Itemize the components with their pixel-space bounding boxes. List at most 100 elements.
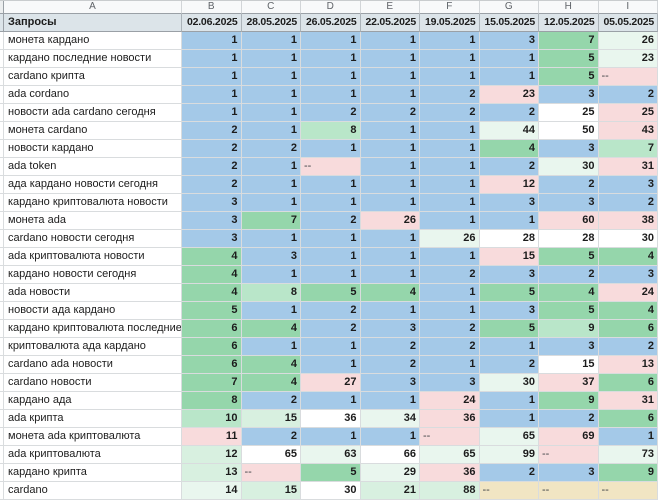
- value-cell[interactable]: 1: [360, 32, 420, 50]
- value-cell[interactable]: 88: [420, 482, 480, 500]
- value-cell[interactable]: 3: [598, 266, 658, 284]
- value-cell[interactable]: 1: [420, 140, 480, 158]
- value-cell[interactable]: 1: [301, 176, 361, 194]
- value-cell[interactable]: 2: [301, 320, 361, 338]
- value-cell[interactable]: 1: [420, 194, 480, 212]
- value-cell[interactable]: 2: [420, 104, 480, 122]
- value-cell[interactable]: 1: [479, 212, 539, 230]
- value-cell[interactable]: 1: [241, 302, 301, 320]
- value-cell[interactable]: 27: [301, 374, 361, 392]
- value-cell[interactable]: 63: [301, 446, 361, 464]
- query-cell[interactable]: ada криптовалюта новости: [4, 248, 182, 266]
- query-cell[interactable]: ada криптовалюта: [4, 446, 182, 464]
- value-cell[interactable]: 12: [479, 176, 539, 194]
- value-cell[interactable]: 1: [360, 248, 420, 266]
- value-cell[interactable]: 26: [420, 230, 480, 248]
- value-cell[interactable]: 2: [598, 86, 658, 104]
- value-cell[interactable]: 1: [360, 428, 420, 446]
- value-cell[interactable]: 73: [598, 446, 658, 464]
- value-cell[interactable]: 3: [539, 464, 599, 482]
- value-cell[interactable]: 9: [539, 320, 599, 338]
- query-cell[interactable]: кардано крипта: [4, 464, 182, 482]
- value-cell[interactable]: 1: [420, 284, 480, 302]
- value-cell[interactable]: 1: [241, 68, 301, 86]
- query-cell[interactable]: новости кардано: [4, 140, 182, 158]
- value-cell[interactable]: 1: [479, 50, 539, 68]
- query-cell[interactable]: ada крипта: [4, 410, 182, 428]
- query-cell[interactable]: монета cardano: [4, 122, 182, 140]
- value-cell[interactable]: 2: [479, 464, 539, 482]
- column-letter-A[interactable]: A: [4, 1, 182, 14]
- value-cell[interactable]: 6: [182, 338, 242, 356]
- value-cell[interactable]: 43: [598, 122, 658, 140]
- value-cell[interactable]: 2: [479, 158, 539, 176]
- value-cell[interactable]: 2: [420, 266, 480, 284]
- value-cell[interactable]: --: [598, 482, 658, 500]
- value-cell[interactable]: 1: [182, 86, 242, 104]
- query-cell[interactable]: кардано ада: [4, 392, 182, 410]
- query-cell[interactable]: кардано криптовалюта последние новости: [4, 320, 182, 338]
- value-cell[interactable]: 1: [420, 68, 480, 86]
- value-cell[interactable]: 2: [479, 356, 539, 374]
- value-cell[interactable]: 9: [539, 392, 599, 410]
- value-cell[interactable]: 1: [360, 122, 420, 140]
- value-cell[interactable]: 1: [420, 122, 480, 140]
- query-cell[interactable]: кардано криптовалюта новости: [4, 194, 182, 212]
- value-cell[interactable]: 1: [182, 50, 242, 68]
- value-cell[interactable]: 24: [598, 284, 658, 302]
- value-cell[interactable]: 1: [420, 158, 480, 176]
- value-cell[interactable]: 4: [598, 302, 658, 320]
- query-cell[interactable]: монета ada: [4, 212, 182, 230]
- value-cell[interactable]: 24: [420, 392, 480, 410]
- value-cell[interactable]: 3: [598, 176, 658, 194]
- value-cell[interactable]: 25: [598, 104, 658, 122]
- value-cell[interactable]: 5: [182, 302, 242, 320]
- value-cell[interactable]: 1: [301, 356, 361, 374]
- value-cell[interactable]: 1: [360, 68, 420, 86]
- value-cell[interactable]: 1: [241, 158, 301, 176]
- query-cell[interactable]: ada token: [4, 158, 182, 176]
- value-cell[interactable]: 1: [241, 338, 301, 356]
- value-cell[interactable]: 65: [241, 446, 301, 464]
- value-cell[interactable]: 44: [479, 122, 539, 140]
- value-cell[interactable]: 1: [301, 86, 361, 104]
- query-cell[interactable]: ада кардано новости сегодня: [4, 176, 182, 194]
- value-cell[interactable]: 6: [598, 320, 658, 338]
- value-cell[interactable]: 60: [539, 212, 599, 230]
- value-cell[interactable]: 1: [301, 266, 361, 284]
- value-cell[interactable]: 4: [479, 140, 539, 158]
- value-cell[interactable]: 1: [360, 158, 420, 176]
- value-cell[interactable]: 6: [182, 356, 242, 374]
- value-cell[interactable]: 2: [241, 140, 301, 158]
- value-cell[interactable]: 29: [360, 464, 420, 482]
- query-cell[interactable]: монета ada криптовалюта: [4, 428, 182, 446]
- value-cell[interactable]: 6: [598, 410, 658, 428]
- value-cell[interactable]: 8: [241, 284, 301, 302]
- value-cell[interactable]: 2: [479, 104, 539, 122]
- value-cell[interactable]: 1: [301, 140, 361, 158]
- date-header-cell-2[interactable]: 26.05.2025: [301, 14, 361, 32]
- query-cell[interactable]: cardano ada новости: [4, 356, 182, 374]
- value-cell[interactable]: 8: [182, 392, 242, 410]
- value-cell[interactable]: 30: [598, 230, 658, 248]
- date-header-cell-4[interactable]: 19.05.2025: [420, 14, 480, 32]
- query-cell[interactable]: ada новости: [4, 284, 182, 302]
- value-cell[interactable]: 1: [241, 104, 301, 122]
- value-cell[interactable]: 65: [420, 446, 480, 464]
- value-cell[interactable]: 2: [182, 140, 242, 158]
- value-cell[interactable]: 14: [182, 482, 242, 500]
- value-cell[interactable]: 2: [598, 338, 658, 356]
- value-cell[interactable]: 6: [182, 320, 242, 338]
- value-cell[interactable]: 1: [360, 230, 420, 248]
- value-cell[interactable]: 1: [360, 86, 420, 104]
- value-cell[interactable]: 1: [420, 302, 480, 320]
- date-header-cell-3[interactable]: 22.05.2025: [360, 14, 420, 32]
- date-header-cell-7[interactable]: 05.05.2025: [598, 14, 658, 32]
- value-cell[interactable]: 15: [479, 248, 539, 266]
- column-letter-C[interactable]: C: [241, 1, 301, 14]
- value-cell[interactable]: 28: [479, 230, 539, 248]
- column-letter-H[interactable]: H: [539, 1, 599, 14]
- value-cell[interactable]: 10: [182, 410, 242, 428]
- column-letter-E[interactable]: E: [360, 1, 420, 14]
- value-cell[interactable]: 1: [301, 392, 361, 410]
